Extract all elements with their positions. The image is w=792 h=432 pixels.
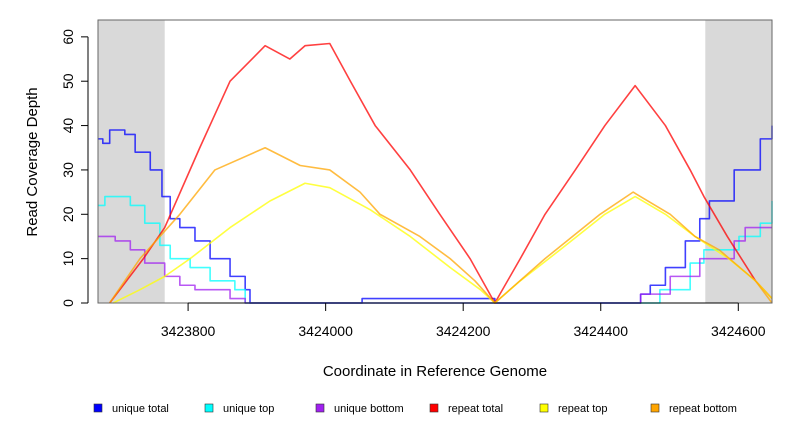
x-axis-label: Coordinate in Reference Genome xyxy=(323,363,547,380)
y-tick-label: 50 xyxy=(60,73,76,89)
legend-label: unique bottom xyxy=(334,403,404,415)
x-tick-label: 3424600 xyxy=(711,323,766,339)
y-tick-label: 10 xyxy=(60,251,76,267)
shaded-region xyxy=(705,20,772,303)
x-tick-label: 3424000 xyxy=(298,323,353,339)
shaded-region xyxy=(98,20,165,303)
legend-swatch-repeat-total xyxy=(429,403,439,413)
legend-swatch-unique-total xyxy=(93,403,103,413)
legend-label: unique top xyxy=(223,403,274,415)
legend-label: repeat total xyxy=(448,403,503,415)
series-line-repeat-bottom xyxy=(109,146,773,304)
shaded-regions xyxy=(98,20,772,303)
series-line-unique-total xyxy=(98,125,773,304)
series-line-repeat-top xyxy=(112,182,773,304)
legend-swatch-unique-bottom xyxy=(315,403,325,413)
x-axis: 3423800 3424000 3424200 3424400 3424600 xyxy=(161,302,766,339)
y-axis-label: Read Coverage Depth xyxy=(24,87,41,236)
y-tick-label: 30 xyxy=(60,162,76,178)
y-tick-label: 0 xyxy=(60,299,76,307)
legend-label: unique total xyxy=(112,403,169,415)
y-tick-label: 60 xyxy=(60,29,76,45)
legend-label: repeat bottom xyxy=(669,403,737,415)
series-lines xyxy=(98,42,773,304)
x-tick-label: 3423800 xyxy=(161,323,216,339)
y-axis: 0 10 20 30 40 50 60 xyxy=(60,29,89,307)
legend-swatch-repeat-top xyxy=(539,403,549,413)
series-line-repeat-total xyxy=(109,42,773,304)
legend-label: repeat top xyxy=(558,403,608,415)
series-line-unique-bottom xyxy=(98,226,772,304)
y-tick-label: 20 xyxy=(60,206,76,222)
legend: unique total unique top unique bottom repea… xyxy=(93,403,737,415)
y-tick-label: 40 xyxy=(60,118,76,134)
legend-swatch-unique-top xyxy=(204,403,214,413)
x-tick-label: 3424200 xyxy=(436,323,491,339)
x-tick-label: 3424400 xyxy=(573,323,628,339)
plot-border xyxy=(97,19,773,304)
legend-swatch-repeat-bottom xyxy=(650,403,660,413)
series-line-unique-top xyxy=(98,195,773,304)
